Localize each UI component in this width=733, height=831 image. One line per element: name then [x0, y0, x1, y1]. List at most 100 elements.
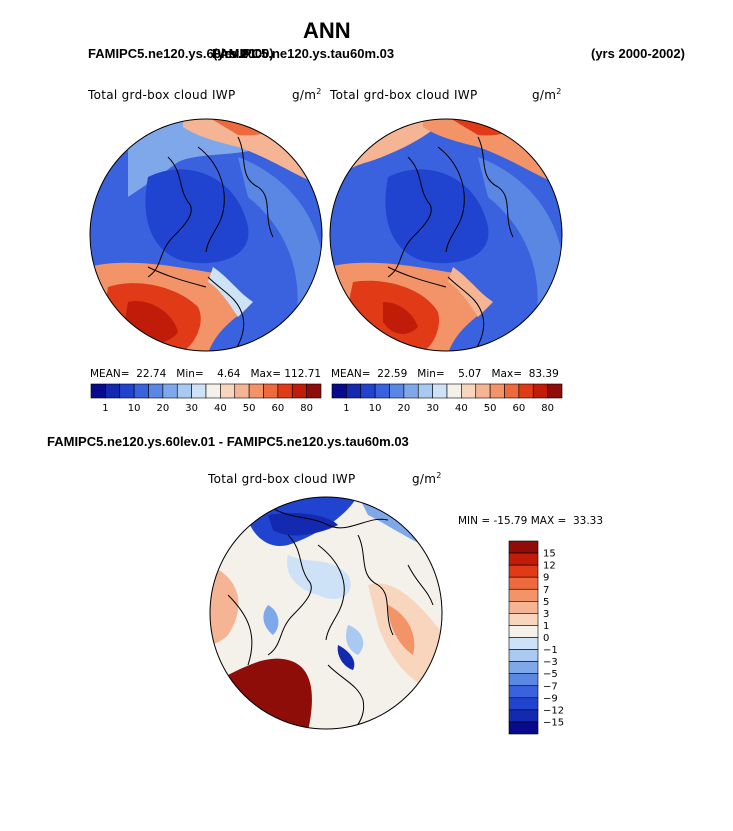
diff-title: Total grd-box cloud IWP — [208, 472, 356, 486]
colorbar-level-label: 5 — [543, 597, 549, 608]
colorbar-level-label: −1 — [543, 645, 558, 656]
colorbar-cell — [475, 383, 491, 399]
colorbar-cell — [508, 673, 539, 687]
colorbar-level-label: 3 — [543, 609, 549, 620]
colorbar-cell — [508, 540, 539, 554]
colorbar-cell — [306, 383, 322, 399]
colorbar-tick-label: 20 — [398, 403, 411, 413]
panel2-title: Total grd-box cloud IWP — [330, 88, 478, 102]
colorbar-tick-label: 80 — [300, 403, 313, 413]
colorbar-cell — [432, 383, 448, 399]
colorbar-cell — [504, 383, 520, 399]
colorbar-cell — [508, 697, 539, 711]
colorbar-tick-label: 20 — [157, 403, 170, 413]
colorbar-tick-label: 1 — [343, 403, 349, 413]
colorbar-cell — [446, 383, 462, 399]
colorbar-cell — [277, 383, 293, 399]
colorbar-cell — [461, 383, 477, 399]
colorbar-tick-label: 60 — [513, 403, 526, 413]
colorbar-tick-label: 50 — [243, 403, 256, 413]
colorbar-2: 1 10 20 30 40 50 60 80 — [331, 383, 563, 413]
colorbar-tick-label: 50 — [484, 403, 497, 413]
colorbar-level-label: −7 — [543, 681, 558, 692]
polar-map-diff — [209, 496, 443, 730]
colorbar-level-label: −5 — [543, 669, 558, 680]
case-years-overlap: (yrs 2000) — [213, 46, 274, 61]
colorbar-cell — [176, 383, 192, 399]
panel1-stats: MEAN= 22.74 Min= 4.64 Max= 112.71 — [90, 368, 322, 380]
figure-title: ANN — [303, 18, 351, 43]
colorbar-cell — [205, 383, 221, 399]
colorbar-cell — [508, 576, 539, 590]
colorbar-cell — [389, 383, 405, 399]
colorbar-tick-label: 30 — [426, 403, 439, 413]
panel2-stats: MEAN= 22.59 Min= 5.07 Max= 83.39 — [331, 368, 559, 380]
colorbar-cell — [508, 685, 539, 699]
colorbar-level-label: −9 — [543, 693, 558, 704]
period-label: (yrs 2000-2002) — [591, 46, 685, 61]
colorbar-cell — [508, 601, 539, 614]
colorbar-cell — [331, 383, 347, 399]
colorbar-cell — [508, 637, 539, 650]
colorbar-tick-label: 80 — [541, 403, 554, 413]
colorbar-level-label: 15 — [543, 549, 556, 560]
colorbar-cell — [90, 383, 106, 399]
colorbar-level-label: −12 — [543, 705, 564, 716]
colorbar-cell — [508, 709, 539, 723]
colorbar-cell — [220, 383, 236, 399]
colorbar-cell — [346, 383, 362, 399]
colorbar-tick-label: 40 — [214, 403, 227, 413]
colorbar-level-label: −15 — [543, 717, 564, 728]
colorbar-cell — [248, 383, 264, 399]
colorbar-cell — [133, 383, 149, 399]
colorbar-cell — [508, 661, 539, 674]
colorbar-cell — [417, 383, 433, 399]
colorbar-cell — [508, 721, 539, 735]
panel1-units: g/m2 — [292, 87, 322, 102]
colorbar-cell — [508, 564, 539, 578]
colorbar-cell — [403, 383, 419, 399]
panel1-title: Total grd-box cloud IWP — [88, 88, 236, 102]
colorbar-level-label: 12 — [543, 561, 556, 572]
colorbar-tick-label: 1 — [102, 403, 108, 413]
colorbar-cell — [191, 383, 207, 399]
colorbar-cell — [518, 383, 534, 399]
colorbar-cell — [148, 383, 164, 399]
colorbar-cell — [508, 613, 539, 626]
colorbar-level-label: −3 — [543, 657, 558, 668]
colorbar-cell — [508, 649, 539, 662]
polar-map-1 — [89, 118, 323, 352]
colorbar-tick-label: 40 — [455, 403, 468, 413]
colorbar-1: 1 10 20 30 40 50 60 80 — [90, 383, 322, 413]
diff-stats: MIN = -15.79 MAX = 33.33 — [458, 515, 604, 527]
colorbar-tick-label: 10 — [128, 403, 141, 413]
colorbar-cell — [105, 383, 121, 399]
colorbar-level-label: 1 — [543, 621, 549, 632]
polar-map-2 — [329, 118, 563, 352]
colorbar-cell — [532, 383, 548, 399]
colorbar-cell — [360, 383, 376, 399]
colorbar-cell — [291, 383, 307, 399]
case-label-left: FAMIPC5.ne120.ys.60lev.01 — [88, 46, 257, 61]
case-label-right: FAMIPC5.ne120.ys.tau60m.03 — [212, 46, 395, 61]
colorbar-cell — [234, 383, 250, 399]
colorbar-level-label: 7 — [543, 585, 549, 596]
colorbar-cell — [374, 383, 390, 399]
colorbar-tick-label: 10 — [369, 403, 382, 413]
colorbar-cell — [508, 552, 539, 566]
colorbar-tick-label: 60 — [272, 403, 285, 413]
diff-label: FAMIPC5.ne120.ys.60lev.01 - FAMIPC5.ne12… — [47, 434, 409, 449]
colorbar-cell — [119, 383, 135, 399]
panel2-units: g/m2 — [532, 87, 562, 102]
colorbar-cell — [508, 588, 539, 602]
colorbar-level-label: 9 — [543, 573, 549, 584]
colorbar-cell — [508, 625, 539, 638]
diff-units: g/m2 — [412, 471, 442, 486]
colorbar-level-label: 0 — [543, 633, 549, 644]
colorbar-cell — [162, 383, 178, 399]
colorbar-cell — [263, 383, 279, 399]
colorbar-cell — [547, 383, 563, 399]
colorbar-tick-label: 30 — [185, 403, 198, 413]
colorbar-cell — [489, 383, 505, 399]
